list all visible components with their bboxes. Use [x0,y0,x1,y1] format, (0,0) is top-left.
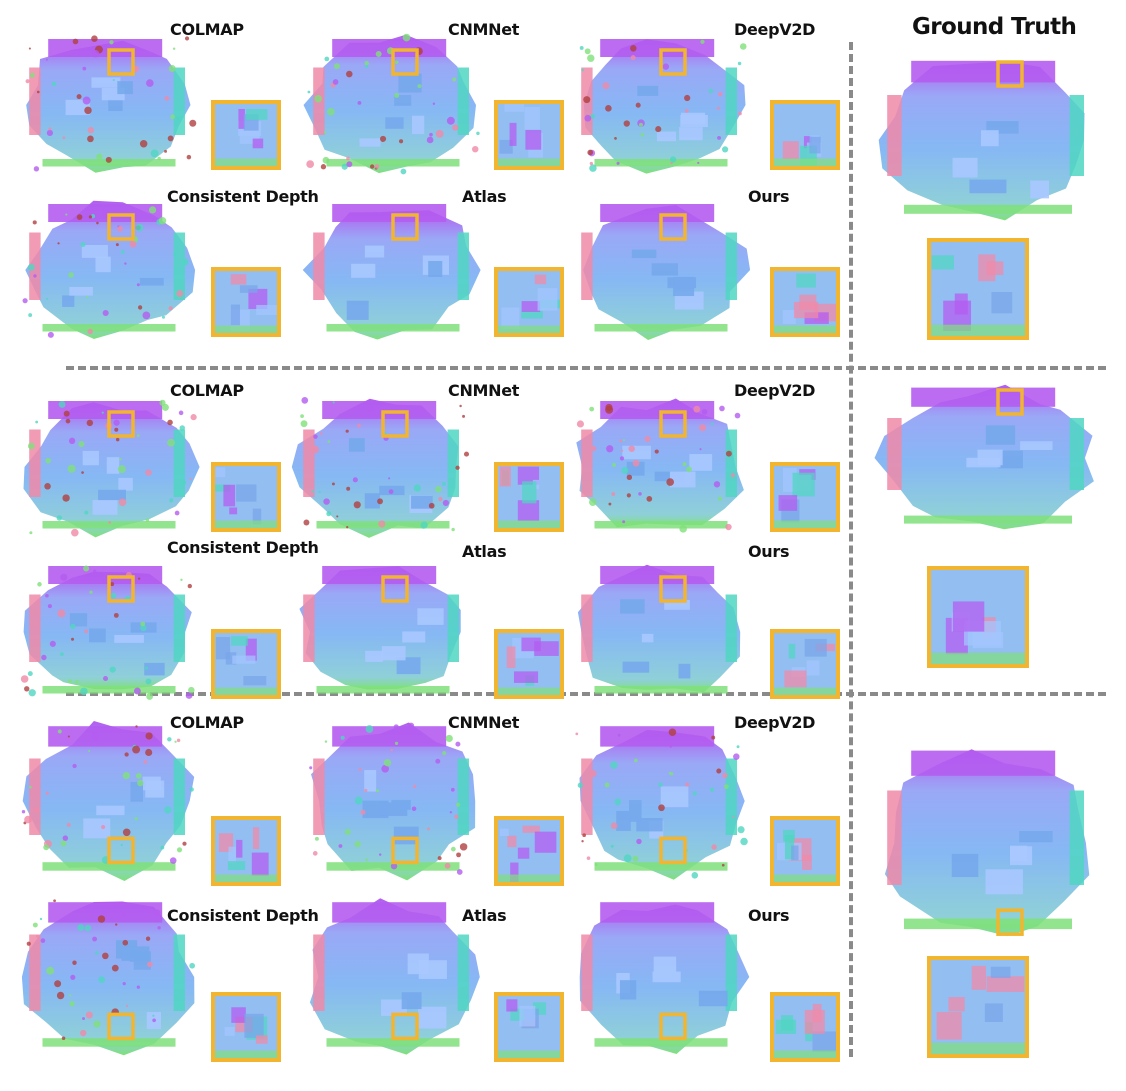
method-label-consistent-depth: Consistent Depth [167,538,319,557]
zoom-inset-ours [770,629,840,699]
zoom-inset-ours [770,267,840,337]
zoom-inset-cnmnet [494,816,564,886]
method-label-atlas: Atlas [462,542,507,561]
reconstruction-consistent-depth [22,200,196,339]
zoom-inset-atlas [494,629,564,699]
zoom-inset-ground-truth [927,956,1029,1058]
zoom-inset-consistent-depth [211,629,281,699]
method-label-deepv2d: DeepV2D [734,20,816,39]
reconstruction-deepv2d [575,726,748,880]
zoom-inset-ground-truth [927,566,1029,668]
reconstruction-ground-truth [884,749,1090,937]
method-label-atlas: Atlas [462,906,507,925]
method-label-cnmnet: CNMNet [448,381,520,400]
method-label-deepv2d: DeepV2D [734,713,816,732]
method-label-deepv2d: DeepV2D [734,381,816,400]
zoom-inset-colmap [211,100,281,170]
reconstruction-ground-truth [878,60,1085,221]
reconstruction-cnmnet [291,396,470,538]
method-label-cnmnet: CNMNet [448,713,520,732]
zoom-inset-atlas [494,992,564,1062]
zoom-inset-colmap [211,816,281,886]
group-divider-1 [66,366,1106,370]
reconstruction-ours [577,564,741,694]
reconstruction-cnmnet [309,722,476,881]
zoom-inset-atlas [494,267,564,337]
reconstruction-consistent-depth [20,565,195,700]
reconstruction-consistent-depth [21,899,196,1056]
zoom-inset-cnmnet [494,100,564,170]
zoom-inset-deepv2d [770,100,840,170]
group-divider-2 [66,692,1106,696]
reconstruction-atlas [299,566,461,694]
reconstruction-deepv2d [579,39,747,174]
zoom-inset-consistent-depth [211,267,281,337]
zoom-inset-cnmnet [494,462,564,532]
zoom-inset-deepv2d [770,462,840,532]
method-label-ours: Ours [748,542,790,561]
reconstruction-ours [581,204,751,340]
reconstruction-deepv2d [576,398,744,533]
zoom-inset-deepv2d [770,816,840,886]
zoom-inset-consistent-depth [211,992,281,1062]
method-label-consistent-depth: Consistent Depth [167,187,319,206]
method-label-ours: Ours [748,906,790,925]
zoom-inset-ground-truth [927,238,1029,340]
reconstruction-ground-truth [874,384,1094,530]
ground-truth-title: Ground Truth [912,14,1077,40]
column-divider [849,42,853,1057]
method-label-colmap: COLMAP [170,713,244,732]
reconstruction-ours [579,902,750,1054]
reconstruction-atlas [302,204,481,340]
method-label-consistent-depth: Consistent Depth [167,906,319,925]
method-label-ours: Ours [748,187,790,206]
reconstruction-colmap [23,399,200,538]
reconstruction-cnmnet [303,33,480,175]
reconstruction-atlas [309,898,480,1055]
method-label-cnmnet: CNMNet [448,20,520,39]
reconstruction-colmap [25,35,197,173]
reconstruction-colmap [21,721,195,881]
zoom-inset-colmap [211,462,281,532]
method-label-colmap: COLMAP [170,381,244,400]
zoom-inset-ours [770,992,840,1062]
method-label-atlas: Atlas [462,187,507,206]
method-label-colmap: COLMAP [170,20,244,39]
